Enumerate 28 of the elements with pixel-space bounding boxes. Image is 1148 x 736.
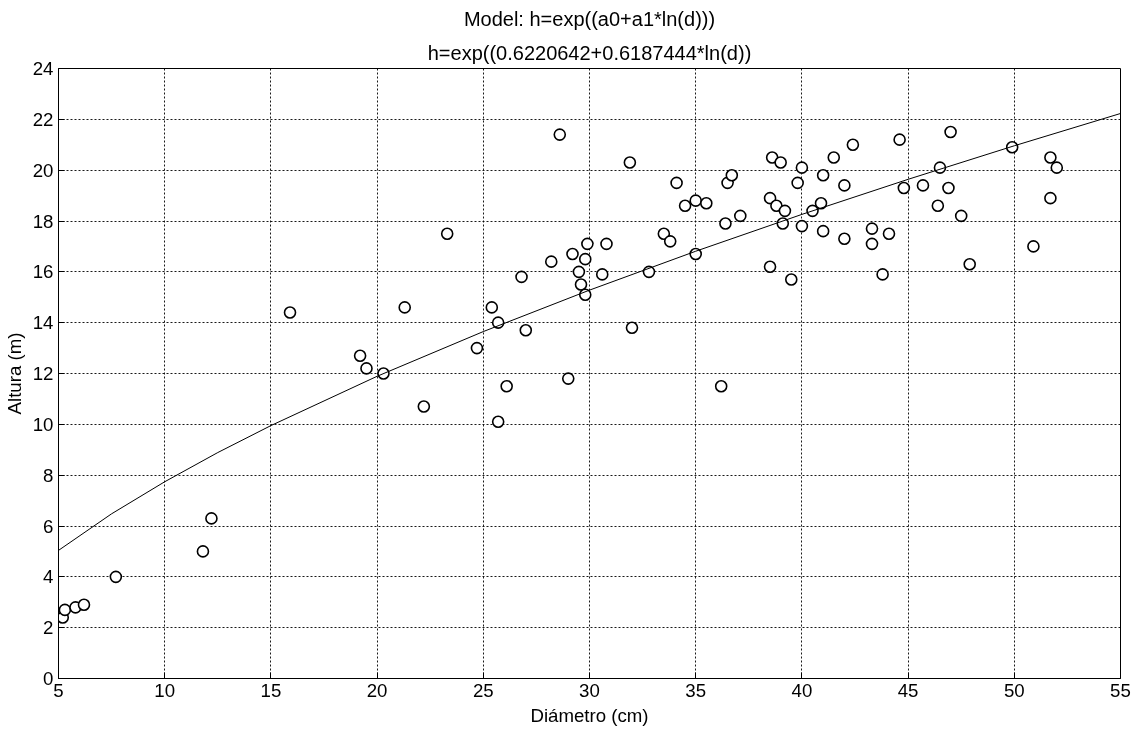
y-tick-label: 22 [32,108,54,130]
x-tick-label: 50 [1003,679,1025,701]
chart-title: Model: h=exp((a0+a1*ln(d))) [463,7,716,30]
y-tick-label: 14 [32,312,54,334]
x-tick-label: 40 [791,679,813,701]
y-tick-label: 24 [32,58,54,79]
x-tick-label: 20 [366,679,388,701]
x-tick-label: 30 [579,679,600,701]
x-tick-label: 35 [685,679,707,701]
x-tick-label: 25 [472,679,494,701]
y-axis-title: Altura (m) [3,332,25,415]
y-tick-label: 0 [43,668,54,689]
y-tick-label: 8 [43,464,54,486]
x-tick-label: 55 [1110,679,1131,701]
y-tick-label: 16 [32,261,54,283]
y-tick-label: 18 [32,210,54,232]
y-tick-label: 6 [43,515,54,537]
x-axis-title: Diámetro (cm) [530,704,649,726]
chart-subtitle: h=exp((0.6220642+0.6187444*ln(d)) [427,41,752,64]
x-tick-label: 10 [154,679,176,701]
y-tick-label: 10 [32,413,54,435]
x-tick-label: 15 [260,679,282,701]
y-tick-label: 12 [32,363,54,384]
y-tick-label: 20 [32,159,54,181]
y-tick-label: 4 [43,566,54,588]
x-tick-label: 5 [53,679,64,701]
x-tick-label: 45 [897,679,919,701]
y-tick-label: 2 [43,617,54,639]
